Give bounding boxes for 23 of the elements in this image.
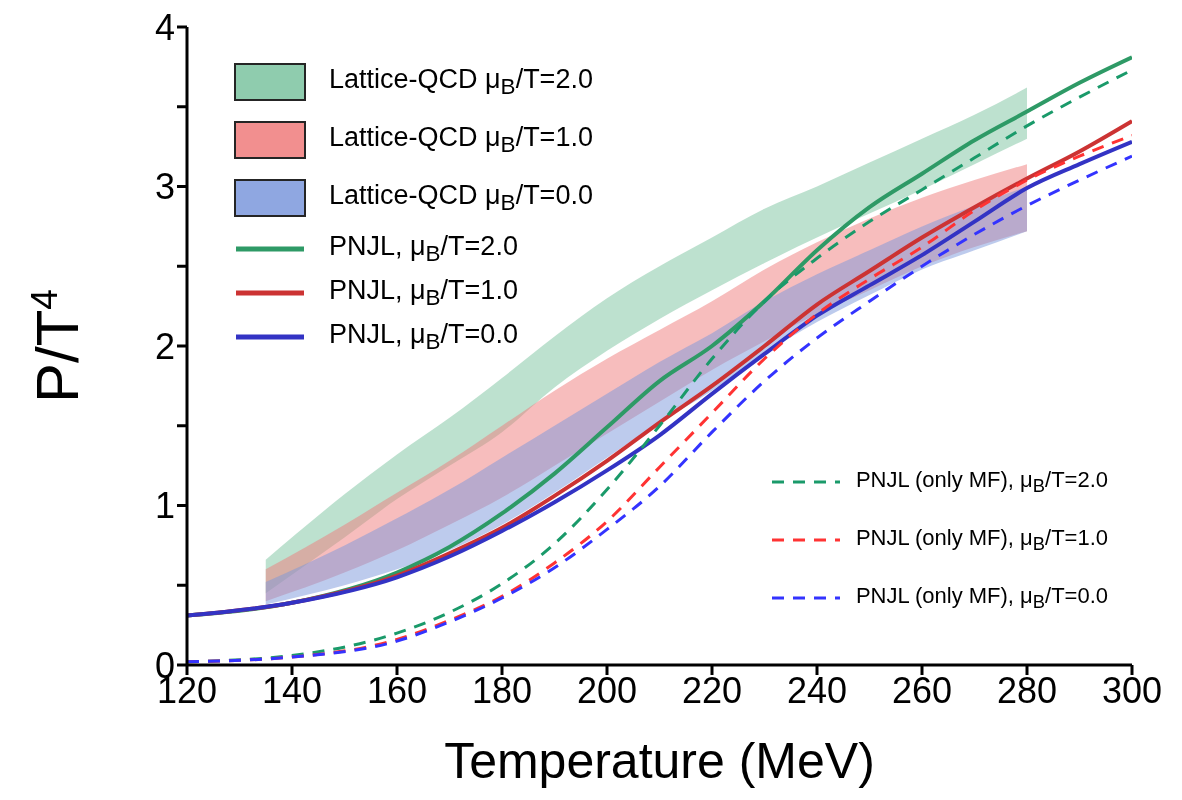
x-tick-label: 260 — [891, 669, 953, 711]
legend-label: Lattice-QCD μ$_{B}$/T=2.0 — [329, 63, 593, 101]
legend-label: PNJL (only MF), μ$_{B}$/T=1.0 — [855, 524, 1108, 556]
x-tick-label: 140 — [261, 669, 323, 711]
x-tick-label: 200 — [576, 669, 638, 711]
y-tick-label: 4 — [154, 6, 175, 48]
y-tick-label: 2 — [154, 325, 175, 367]
x-axis-title: Temperature (MeV) — [444, 733, 875, 789]
legend-label: PNJL, μ$_{B}$/T=0.0 — [329, 318, 518, 356]
x-tick-label: 300 — [1101, 669, 1163, 711]
y-tick-label: 3 — [154, 166, 175, 208]
legend-label: PNJL, μ$_{B}$/T=2.0 — [329, 230, 518, 268]
x-tick-label: 160 — [366, 669, 428, 711]
x-tick-label: 180 — [471, 669, 533, 711]
y-tick-label: 1 — [154, 485, 175, 527]
x-tick-label: 220 — [681, 669, 743, 711]
legend-label: PNJL (only MF), μ$_{B}$/T=2.0 — [855, 466, 1108, 498]
legend-label: PNJL, μ$_{B}$/T=1.0 — [329, 274, 518, 312]
legend-label: PNJL (only MF), μ$_{B}$/T=0.0 — [855, 582, 1108, 614]
legend-label: Lattice-QCD μ$_{B}$/T=0.0 — [329, 179, 593, 217]
x-tick-label: 280 — [996, 669, 1058, 711]
legend-label: Lattice-QCD μ$_{B}$/T=1.0 — [329, 121, 593, 159]
x-tick-label: 240 — [786, 669, 848, 711]
